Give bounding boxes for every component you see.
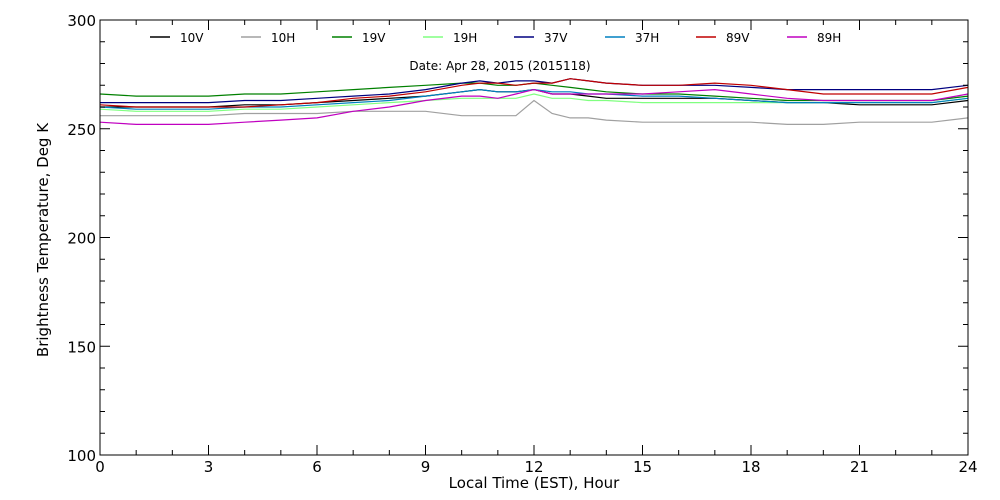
x-tick-label: 3: [204, 458, 214, 476]
legend-label-37h: 37H: [635, 31, 659, 45]
legend-label-19v: 19V: [362, 31, 386, 45]
y-tick-label: 250: [67, 121, 96, 139]
x-axis-title: Local Time (EST), Hour: [449, 474, 620, 492]
x-tick-label: 24: [958, 458, 977, 476]
x-tick-label: 9: [421, 458, 431, 476]
x-tick-label: 15: [633, 458, 652, 476]
series-layer: [99, 78, 969, 126]
y-tick-label: 200: [67, 230, 96, 248]
series-line-37v: [100, 78, 969, 104]
y-tick-label: 150: [67, 338, 96, 356]
legend-label-89h: 89H: [817, 31, 841, 45]
series-line-89v: [99, 78, 969, 108]
x-tick-label: 6: [312, 458, 322, 476]
legend-label-37v: 37V: [544, 31, 568, 45]
x-tick-label: 0: [95, 458, 105, 476]
legend-label-10v: 10V: [180, 31, 204, 45]
x-tick-label: 18: [741, 458, 760, 476]
legend: 10V 10H 19V 19H 37V 37H 89V 89H: [150, 31, 841, 45]
legend-label-89v: 89V: [726, 31, 750, 45]
series-line-10h: [100, 99, 969, 126]
y-tick-label: 300: [67, 12, 96, 30]
y-tick-label: 100: [67, 447, 96, 465]
series-line-89h: [99, 88, 969, 126]
legend-label-19h: 19H: [453, 31, 477, 45]
x-tick-label: 21: [850, 458, 869, 476]
ticks-layer: 0 3 6 9 12 15 18 21 24 100 150 200 250 300: [67, 12, 977, 476]
y-axis-title: Brightness Temperature, Deg K: [34, 122, 52, 357]
chart-date-annotation: Date: Apr 28, 2015 (2015118): [409, 59, 590, 73]
x-tick-label: 12: [524, 458, 543, 476]
legend-label-10h: 10H: [271, 31, 295, 45]
